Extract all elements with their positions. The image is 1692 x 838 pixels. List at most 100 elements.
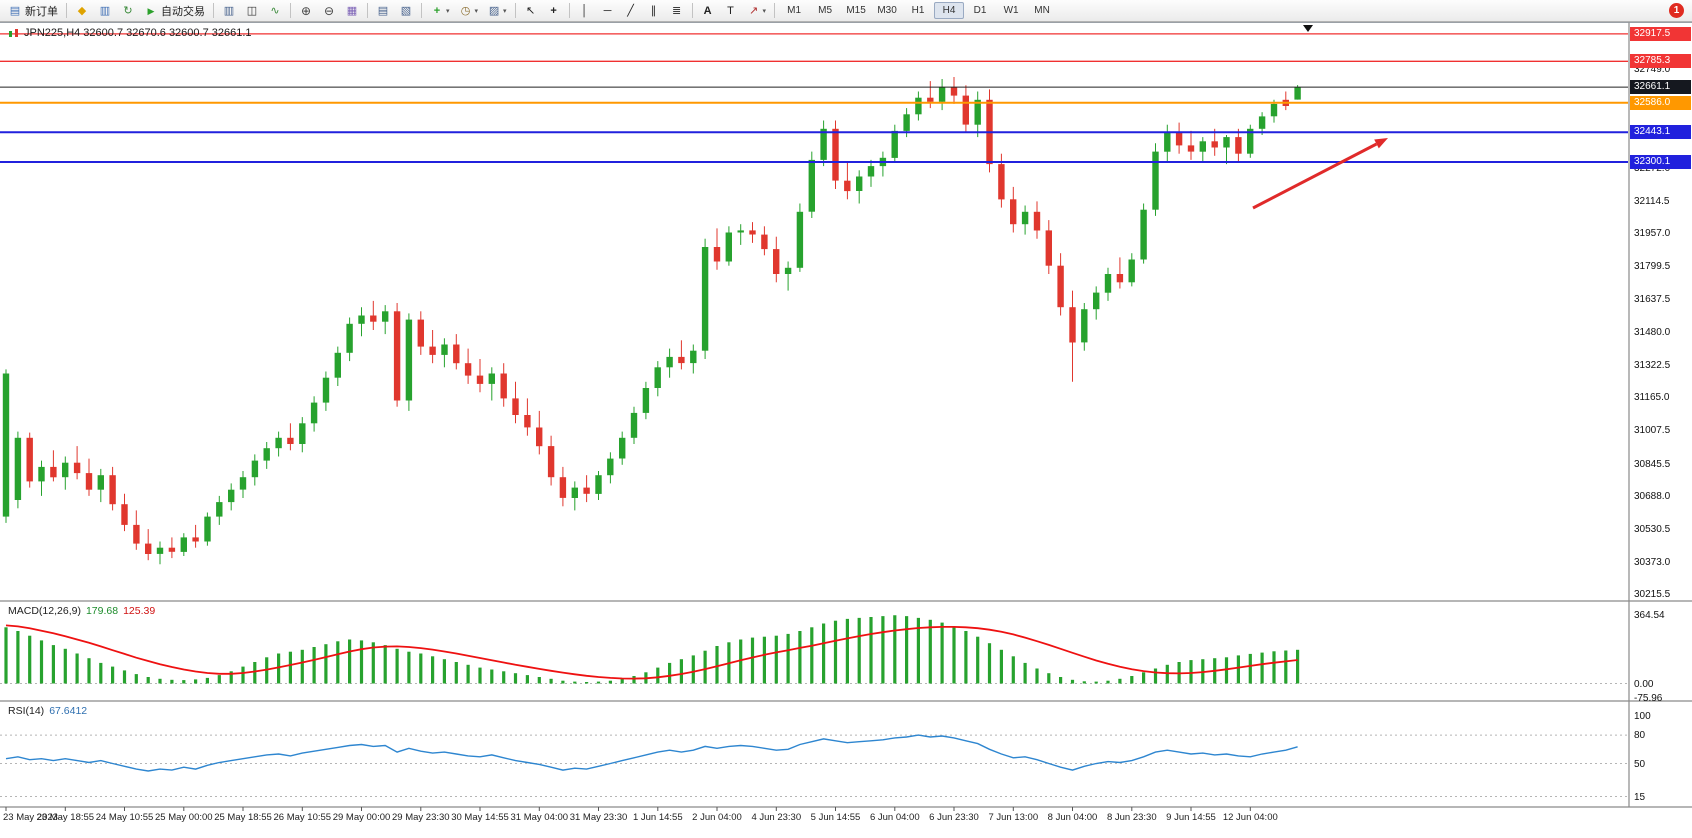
trend-arrow[interactable] (1252, 142, 1378, 210)
candle (915, 97, 922, 115)
chevron-down-icon: ▾ (762, 7, 767, 15)
rsi-label: RSI(14) 67.6412 (8, 705, 87, 717)
chart-shift-marker[interactable] (1303, 25, 1313, 32)
trend-arrow-head[interactable] (1374, 138, 1388, 149)
timeframe-m1[interactable]: M1 (787, 5, 802, 16)
candle (512, 398, 519, 415)
candle (571, 487, 578, 498)
candle (1140, 209, 1147, 260)
candle (974, 99, 981, 125)
terminal-button[interactable]: ▥ (94, 0, 116, 21)
timeframe-h4[interactable]: H4 (934, 2, 965, 19)
arrows-tool-button[interactable]: ↗ ▾ (743, 0, 771, 21)
zoom-out-icon: ⊖ (323, 3, 335, 18)
candle (1211, 141, 1218, 148)
chevron-down-icon: ▾ (474, 7, 479, 15)
terminal-icon: ▥ (99, 4, 111, 17)
candle (1175, 133, 1183, 146)
trendline-button[interactable]: ╱ (620, 0, 642, 21)
candle (583, 487, 590, 494)
indicators-button[interactable]: + ▾ (426, 0, 454, 21)
candle (382, 311, 389, 322)
chart-title-text: JPN225,H4 32600.7 32670.6 32600.7 32661.… (24, 27, 252, 39)
candle (14, 437, 22, 500)
periods-button[interactable]: ◷ ▾ (455, 0, 483, 21)
data-window-button[interactable]: ▧ (395, 0, 417, 21)
refresh-button[interactable]: ↻ (117, 0, 139, 21)
candle (453, 344, 460, 364)
template-icon: ▨ (488, 4, 500, 17)
new-order-label: 新订单 (25, 5, 58, 18)
timeframe-h1[interactable]: H1 (911, 5, 925, 16)
candle (619, 437, 626, 459)
macd-value-main: 179.68 (85, 605, 119, 617)
candle (476, 375, 484, 384)
auto-trading-button[interactable]: ▶ 自动交易 (140, 0, 209, 21)
candle (180, 537, 187, 552)
candle (192, 537, 199, 542)
notification-badge[interactable]: 1 (1669, 3, 1684, 18)
alert-button[interactable]: ◆ (71, 0, 93, 21)
candle (1187, 145, 1195, 152)
trendline-icon: ╱ (627, 4, 634, 17)
timeframe-m5[interactable]: M5 (818, 5, 833, 16)
candle (287, 437, 294, 444)
candle (713, 247, 721, 262)
fibonacci-button[interactable]: ≣ (666, 0, 688, 21)
candle (654, 367, 661, 388)
candle (808, 159, 815, 212)
candle (145, 543, 152, 554)
toolbar-separator (421, 3, 422, 18)
horizontal-line-button[interactable]: ─ (597, 0, 619, 21)
candle (666, 356, 673, 368)
candle (133, 524, 140, 544)
chevron-down-icon: ▾ (446, 7, 450, 15)
text-tool-button[interactable]: A (697, 0, 719, 21)
crosshair-icon: + (550, 4, 557, 17)
rsi-value: 67.6412 (49, 705, 88, 717)
channel-button[interactable]: ∥ (643, 0, 665, 21)
timeframe-mn[interactable]: MN (1034, 5, 1050, 16)
candle (204, 516, 211, 542)
candle (678, 356, 685, 364)
candle (334, 352, 341, 378)
line-chart-button[interactable]: ∿ (264, 0, 286, 21)
label-tool-button[interactable]: T (720, 0, 742, 21)
tile-windows-button[interactable]: ▦ (341, 0, 363, 21)
timeframe-w1[interactable]: W1 (1003, 5, 1019, 16)
candle (1093, 292, 1100, 310)
template-button[interactable]: ▨ ▾ (483, 0, 511, 21)
vertical-line-button[interactable]: │ (574, 0, 596, 21)
timeframe-m30[interactable]: M30 (877, 5, 897, 16)
toolbar-separator (367, 3, 368, 18)
candle (725, 232, 732, 262)
new-order-button[interactable]: ▤ 新订单 (4, 0, 62, 21)
chevron-down-icon: ▾ (503, 7, 507, 15)
timeframe-d1[interactable]: D1 (973, 5, 987, 16)
timeframe-group: M1 M5 M15 M30 H1 H4 D1 W1 MN (779, 2, 1057, 19)
data-window-icon: ▧ (400, 4, 412, 17)
candle (938, 87, 946, 102)
macd-label: MACD(12,26,9) 179.68 125.39 (8, 605, 155, 617)
macd-name: MACD(12,26,9) (8, 605, 81, 617)
zoom-in-button[interactable]: ⊕ (295, 0, 317, 21)
channel-icon: ∥ (650, 4, 657, 17)
candlestick-chart-button[interactable]: ◫ (241, 0, 263, 21)
bar-chart-icon: ▥ (223, 4, 235, 17)
charts-list-button[interactable]: ▤ (372, 0, 394, 21)
zoom-out-button[interactable]: ⊖ (318, 0, 340, 21)
candle (263, 448, 270, 461)
candle (121, 504, 128, 525)
candle (773, 249, 780, 274)
timeframe-m15[interactable]: M15 (846, 5, 866, 16)
candle (1199, 141, 1206, 152)
bar-chart-button[interactable]: ▥ (218, 0, 240, 21)
crosshair-button[interactable]: + (543, 0, 565, 21)
symbol-chart-icon (9, 28, 18, 37)
cursor-button[interactable]: ↖ (520, 0, 542, 21)
chart-title: JPN225,H4 32600.7 32670.6 32600.7 32661.… (8, 27, 252, 39)
toolbar-separator (774, 3, 776, 18)
candle (109, 475, 116, 505)
candle (156, 547, 164, 554)
